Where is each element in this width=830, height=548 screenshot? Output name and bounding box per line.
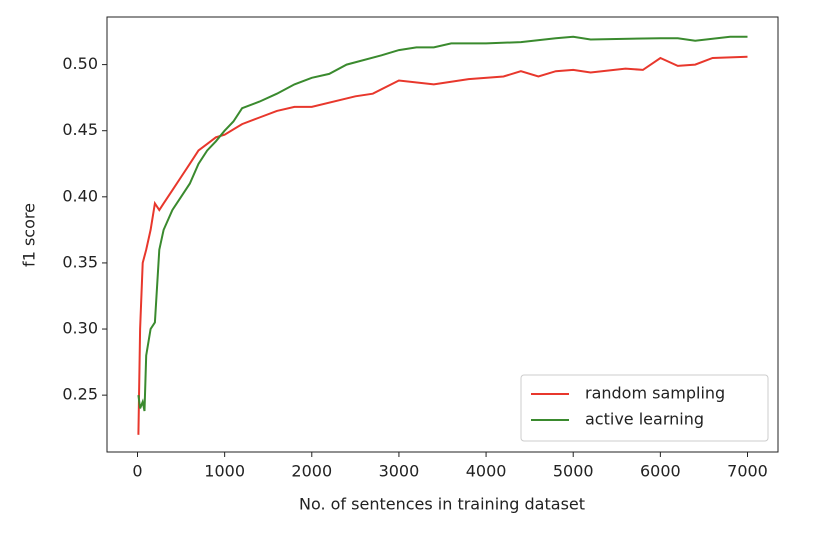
x-tick-label: 3000 [379, 462, 420, 481]
y-tick-label: 0.50 [62, 54, 98, 73]
x-tick-label: 1000 [204, 462, 245, 481]
y-tick-label: 0.30 [62, 319, 98, 338]
y-tick-label: 0.45 [62, 120, 98, 139]
x-tick-label: 6000 [640, 462, 681, 481]
y-tick-label: 0.25 [62, 385, 98, 404]
x-tick-label: 0 [132, 462, 142, 481]
y-axis-label: f1 score [20, 203, 39, 267]
y-tick-label: 0.40 [62, 186, 98, 205]
line-series [137, 55, 748, 435]
x-tick-label: 5000 [553, 462, 594, 481]
line-series [137, 35, 748, 412]
legend: random sampling active learning [520, 374, 769, 442]
plot-frame [106, 16, 779, 453]
y-tick-label: 0.35 [62, 252, 98, 271]
legend-box [520, 374, 769, 442]
x-tick-label: 4000 [466, 462, 507, 481]
legend-label: random sampling [585, 384, 725, 403]
legend-label: active learning [585, 410, 704, 429]
x-tick-label: 7000 [727, 462, 768, 481]
x-tick-label: 2000 [291, 462, 332, 481]
x-axis-label: No. of sentences in training dataset [299, 495, 585, 514]
